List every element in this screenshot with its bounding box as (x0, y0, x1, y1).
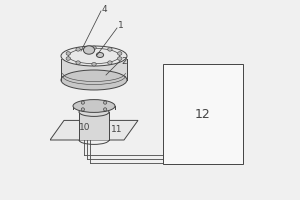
Ellipse shape (96, 52, 103, 58)
Ellipse shape (118, 52, 122, 55)
Ellipse shape (66, 57, 70, 60)
Text: 2: 2 (121, 56, 127, 66)
Text: 1: 1 (118, 21, 124, 30)
Ellipse shape (76, 48, 80, 51)
Text: 4: 4 (102, 4, 108, 14)
Ellipse shape (108, 61, 112, 64)
Ellipse shape (92, 62, 96, 66)
Circle shape (103, 101, 107, 104)
Circle shape (103, 108, 107, 111)
Ellipse shape (76, 61, 80, 64)
Ellipse shape (83, 46, 94, 54)
Ellipse shape (73, 100, 115, 112)
Text: 11: 11 (111, 124, 123, 134)
Ellipse shape (79, 108, 109, 116)
Text: 12: 12 (195, 108, 211, 120)
Ellipse shape (68, 48, 120, 64)
Circle shape (81, 108, 85, 111)
Text: 10: 10 (79, 122, 91, 132)
Bar (163, 64, 243, 164)
Polygon shape (79, 112, 109, 140)
Ellipse shape (66, 52, 70, 55)
Ellipse shape (61, 70, 127, 90)
Ellipse shape (108, 48, 112, 51)
Polygon shape (50, 120, 138, 140)
Ellipse shape (92, 46, 96, 50)
Ellipse shape (61, 46, 127, 66)
Ellipse shape (118, 57, 122, 60)
Polygon shape (61, 59, 127, 80)
Circle shape (81, 101, 85, 104)
